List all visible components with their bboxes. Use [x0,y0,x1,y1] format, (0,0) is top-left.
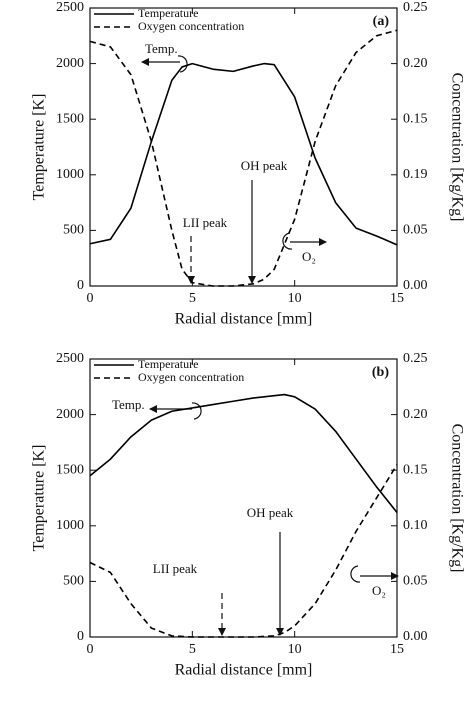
arc [282,232,293,250]
x-tick-label: 15 [390,291,404,306]
y-tick-label: 0 [77,629,84,644]
x-axis-label: Radial distance [mm] [175,662,313,679]
y-axis-label: Temperature [K] [31,94,48,201]
y2-axis-label: Concentration [Kg/Kg] [448,73,465,222]
x-tick-label: 5 [189,642,196,657]
plot-frame [89,7,398,287]
y-tick-label: 2000 [56,407,84,422]
x-tick-label: 15 [390,642,404,657]
legend-label: Oxygen concentration [138,19,244,33]
y2-tick-label: 0.00 [403,629,428,644]
legend-label: Temperature [138,357,198,371]
y-tick-label: 500 [63,223,84,238]
arc [350,565,361,583]
panel: Temp. OH peak LII peak O₂ 0 5 10 15 0 500 1000… [31,0,466,327]
annotation: LII peak [153,561,198,576]
line-series [89,464,398,638]
y-tick-label: 1000 [56,518,84,533]
line-series [89,62,398,246]
arc [191,402,202,420]
annotation: Temp. [145,41,178,56]
y2-tick-label: 0.15 [403,111,428,126]
legend-label: Oxygen concentration [138,370,244,384]
annotation: OH peak [247,505,294,520]
annotation: LII peak [183,215,228,230]
panel-label: (b) [372,365,389,380]
y2-tick-label: 0.10 [403,518,428,533]
y-tick-label: 2500 [56,0,84,15]
y2-tick-label: 0.20 [403,56,428,71]
y2-tick-label: 0.05 [403,574,428,589]
y2-tick-label: 0.15 [403,462,428,477]
y2-axis-label: Concentration [Kg/Kg] [448,424,465,573]
line-series [89,393,398,513]
y-axis-label: Temperature [K] [31,445,48,552]
y-tick-label: 0 [77,278,84,293]
annotation: O₂ [372,583,386,598]
y2-tick-label: 0.25 [403,0,428,15]
x-tick-label: 0 [87,291,94,306]
x-axis-label: Radial distance [mm] [175,311,313,328]
legend-label: Temperature [138,6,198,20]
y2-tick-label: 0.19 [403,167,428,182]
line-series [89,29,398,287]
annotation: O₂ [302,249,316,264]
y-tick-label: 1500 [56,462,84,477]
x-tick-label: 0 [87,642,94,657]
annotation: Temp. [112,397,145,412]
y-tick-label: 500 [63,574,84,589]
y-tick-label: 2500 [56,351,84,366]
y2-tick-label: 0.20 [403,407,428,422]
x-tick-label: 5 [189,291,196,306]
y-tick-label: 1500 [56,111,84,126]
arc [177,55,188,73]
panel-label: (a) [373,14,390,29]
y-tick-label: 2000 [56,56,84,71]
y2-tick-label: 0.00 [403,278,428,293]
x-tick-label: 10 [288,642,302,657]
annotation: OH peak [241,158,288,173]
panel: Temp. OH peak LII peak O₂ 0 5 10 15 0 500 1000… [31,351,466,678]
y2-tick-label: 0.05 [403,223,428,238]
y-tick-label: 1000 [56,167,84,182]
y2-tick-label: 0.25 [403,351,428,366]
x-tick-label: 10 [288,291,302,306]
